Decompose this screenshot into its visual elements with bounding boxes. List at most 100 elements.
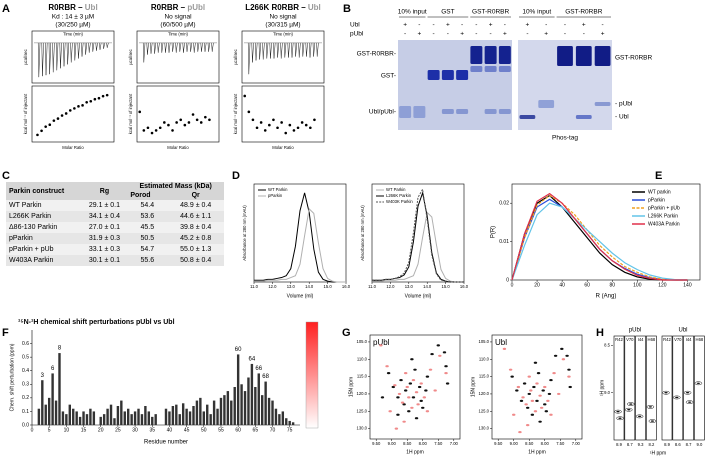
peak [380, 396, 385, 399]
x-tick-label: 140 [683, 282, 692, 288]
band [498, 109, 511, 114]
y-tick-label: 0.6 [22, 341, 29, 347]
x-tick-label: 60 [584, 282, 590, 288]
peak [425, 410, 430, 413]
y-tick-label: 115.0 [479, 374, 490, 379]
ligand: Ubl [308, 3, 321, 12]
bar [106, 408, 109, 425]
residue-label: 6 [51, 366, 55, 372]
bar [61, 411, 65, 425]
injection-peak [52, 42, 55, 73]
injection-peak [95, 42, 98, 51]
injection-peak [84, 42, 88, 55]
peak [386, 372, 391, 375]
peak-core [618, 417, 622, 419]
peak [543, 385, 547, 389]
bar [281, 411, 285, 425]
peak [522, 382, 527, 385]
sign: - [583, 31, 585, 38]
injection-peak [287, 42, 290, 58]
injection-peak [247, 42, 251, 75]
peak [549, 413, 553, 416]
legend-label: WT Parkin [386, 187, 406, 192]
lane-group-label: 10% input [522, 9, 551, 16]
peak-core [616, 410, 620, 413]
isotherm-point [97, 96, 101, 100]
bar [188, 411, 192, 425]
peak-core [664, 392, 668, 394]
isotherm-point [171, 129, 174, 132]
spectrum-title: pUbl [373, 338, 390, 347]
bar [212, 400, 216, 425]
injection-peak [178, 42, 182, 52]
peak-contour [694, 381, 703, 386]
injection-peak [269, 42, 272, 59]
injection-peak [160, 42, 164, 53]
injection-peak [48, 42, 52, 75]
table-cell: 30.1 ± 0.1 [81, 255, 128, 266]
peak [394, 427, 399, 430]
y-tick-label: 0 [506, 277, 509, 283]
isotherm-point [187, 121, 191, 124]
bar [75, 411, 78, 425]
curve [254, 207, 346, 283]
spectrum-title: Ubl [495, 338, 507, 347]
y-tick-label: 105.0 [357, 339, 368, 344]
panel-label: D [232, 170, 240, 182]
band [594, 46, 611, 66]
sign: - [564, 31, 566, 38]
bar [154, 414, 157, 425]
peak [438, 354, 442, 357]
isotherm-point [44, 125, 47, 129]
axis-label: Chem. shift perturbation (ppm) [9, 343, 15, 411]
bar [185, 408, 188, 425]
residue-label: 60 [235, 347, 242, 353]
band [498, 46, 511, 64]
peak [403, 372, 408, 375]
injection-peak [193, 42, 196, 53]
peak-core [638, 415, 642, 418]
axis-label: µcal/sec [23, 49, 28, 64]
table-cell: 50.8 ± 0.4 [167, 255, 224, 266]
x-tick-label: 11.0 [250, 284, 259, 289]
sign: - [526, 31, 528, 38]
table-cell: W403A Parkin [6, 255, 82, 266]
peak [547, 392, 552, 396]
bar [285, 418, 288, 425]
y-tick-label: 110.0 [357, 356, 368, 361]
concentration: (30/315 µM) [265, 22, 300, 29]
x-tick-label: 10 [64, 427, 70, 433]
strip-ppm: 8.9 [616, 442, 622, 447]
bar [274, 408, 278, 425]
bar [240, 384, 243, 425]
peak-contour [673, 395, 681, 400]
y-tick-label: 0.5 [22, 354, 29, 360]
strip-ppm: 9.3 [638, 442, 644, 447]
x-tick-label: 65 [253, 427, 259, 433]
bar [140, 414, 144, 425]
legend-label: WT Parkin [268, 187, 288, 192]
peak-contour [614, 409, 622, 414]
table-row: pParkin 31.9 ± 0.3 50.5 45.2 ± 0.8 [6, 233, 224, 244]
peak [410, 358, 414, 361]
table-cell: 54.7 [127, 244, 168, 255]
peak-core [650, 420, 655, 422]
bar [206, 404, 209, 425]
strip-ppm: 8.6 [675, 442, 681, 447]
bar [54, 400, 58, 425]
strip-frame [661, 335, 673, 441]
x-tick-label: 70 [270, 427, 276, 433]
gel-caption: Phos-tag [552, 135, 578, 142]
axis-label: Molar Ratio [167, 145, 189, 150]
table-cell: 45.5 [127, 222, 168, 233]
injection-peak [77, 42, 80, 59]
peak [521, 396, 525, 399]
strip-frame [635, 335, 646, 441]
peak-contour [627, 402, 635, 406]
isotherm-point [204, 115, 207, 119]
injection-peak [211, 42, 214, 52]
sign: + [601, 31, 605, 38]
table-header: Rg [81, 182, 128, 200]
table-header: Parkin construct [6, 182, 82, 200]
peak [567, 368, 571, 371]
